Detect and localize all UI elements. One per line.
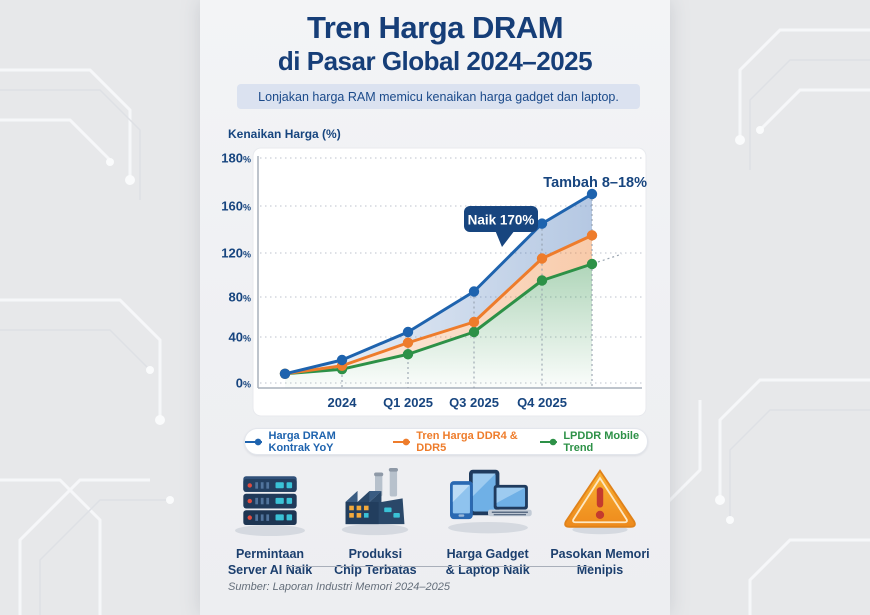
legend-label: Harga DRAM Kontrak YoY <box>268 429 336 454</box>
highlight-label: Produksi Chip Terbatas <box>334 547 417 578</box>
factory-icon <box>342 467 409 536</box>
annotation-note: Tambah 8–18% <box>543 175 647 191</box>
highlight-label: Pasokan Memori Menipis <box>550 547 650 578</box>
y-tick-label: 80% <box>229 290 251 305</box>
y-tick-label: 160% <box>221 199 251 214</box>
source-note: Sumber: Laporan Industri Memori 2024–202… <box>228 581 450 593</box>
highlight-gadget-prices: Harga Gadget & Laptop Naik <box>429 464 547 579</box>
y-tick-label: 40% <box>229 330 251 345</box>
subtitle-banner: Lonjakan harga RAM memicu kenaikan harga… <box>237 84 640 109</box>
callout-tail <box>495 230 515 247</box>
circuit-pattern-right <box>656 28 870 615</box>
x-tick-label: 2024 <box>328 395 358 410</box>
highlight-label: Harga Gadget & Laptop Naik <box>445 547 530 578</box>
x-tick-label: Q3 2025 <box>449 395 499 410</box>
legend-label: Tren Harga DDR4 & DDR5 <box>416 429 518 454</box>
legend-item-ddr: Tren Harga DDR4 & DDR5 <box>392 429 520 454</box>
highlight-server-demand: Permintaan Server AI Naik <box>218 464 322 579</box>
legend-marker-orange-icon <box>392 438 410 445</box>
page-title-line2: di Pasar Global 2024–2025 <box>277 46 593 76</box>
line-chart: 0% 40% 80% 120% 160% 180% 2024 Q1 2025 Q3 2025 Q4… <box>200 146 670 420</box>
x-tick-label: Q4 2025 <box>517 395 567 410</box>
legend-item-lpddr: LPDDR Mobile Trend <box>539 429 647 454</box>
page-title-line1: Tren Harga DRAM <box>306 10 564 45</box>
y-tick-label: 180% <box>221 151 251 166</box>
legend-item-dram: Harga DRAM Kontrak YoY <box>245 430 373 454</box>
chart-generated-content: 0% 40% 80% 120% 160% 180% 2024 Q1 2025 Q3 2025 Q4… <box>221 151 642 410</box>
chart-legend: Harga DRAM Kontrak YoY Tren Harga DDR4 &… <box>244 428 648 455</box>
warning-triangle-icon <box>564 469 636 535</box>
line-chart-canvas: 0% 40% 80% 120% 160% 180% 2024 Q1 2025 Q3 2025 Q4… <box>221 147 647 417</box>
y-tick-label: 0% <box>236 376 251 391</box>
callout-label: Naik 170% <box>468 213 535 228</box>
highlight-chip-production: Produksi Chip Terbatas <box>323 464 427 579</box>
footer-divider <box>287 566 592 567</box>
highlights-row: Permintaan Server AI Naik Produksi Chip <box>218 464 652 579</box>
highlight-memory-supply: Pasokan Memori Menipis <box>548 464 652 579</box>
server-stack-icon <box>235 476 305 537</box>
x-tick-label: Q1 2025 <box>383 395 433 410</box>
legend-marker-blue-icon <box>245 438 262 445</box>
chart-annotations: Tambah 8–18% Naik 170% <box>464 175 647 247</box>
infographic-card: Tren Harga DRAM di Pasar Global 2024–202… <box>200 0 670 615</box>
highlight-label: Permintaan Server AI Naik <box>227 547 313 578</box>
circuit-pattern-left <box>0 68 174 615</box>
legend-marker-green-icon <box>539 438 557 445</box>
callout-box <box>464 206 538 232</box>
annotation-callout: Naik 170% <box>464 206 538 247</box>
y-tick-label: 120% <box>221 246 251 261</box>
legend-label: LPDDR Mobile Trend <box>563 429 640 454</box>
devices-icon <box>447 469 532 534</box>
y-axis-title: Kenaikan Harga (%) <box>228 127 341 141</box>
